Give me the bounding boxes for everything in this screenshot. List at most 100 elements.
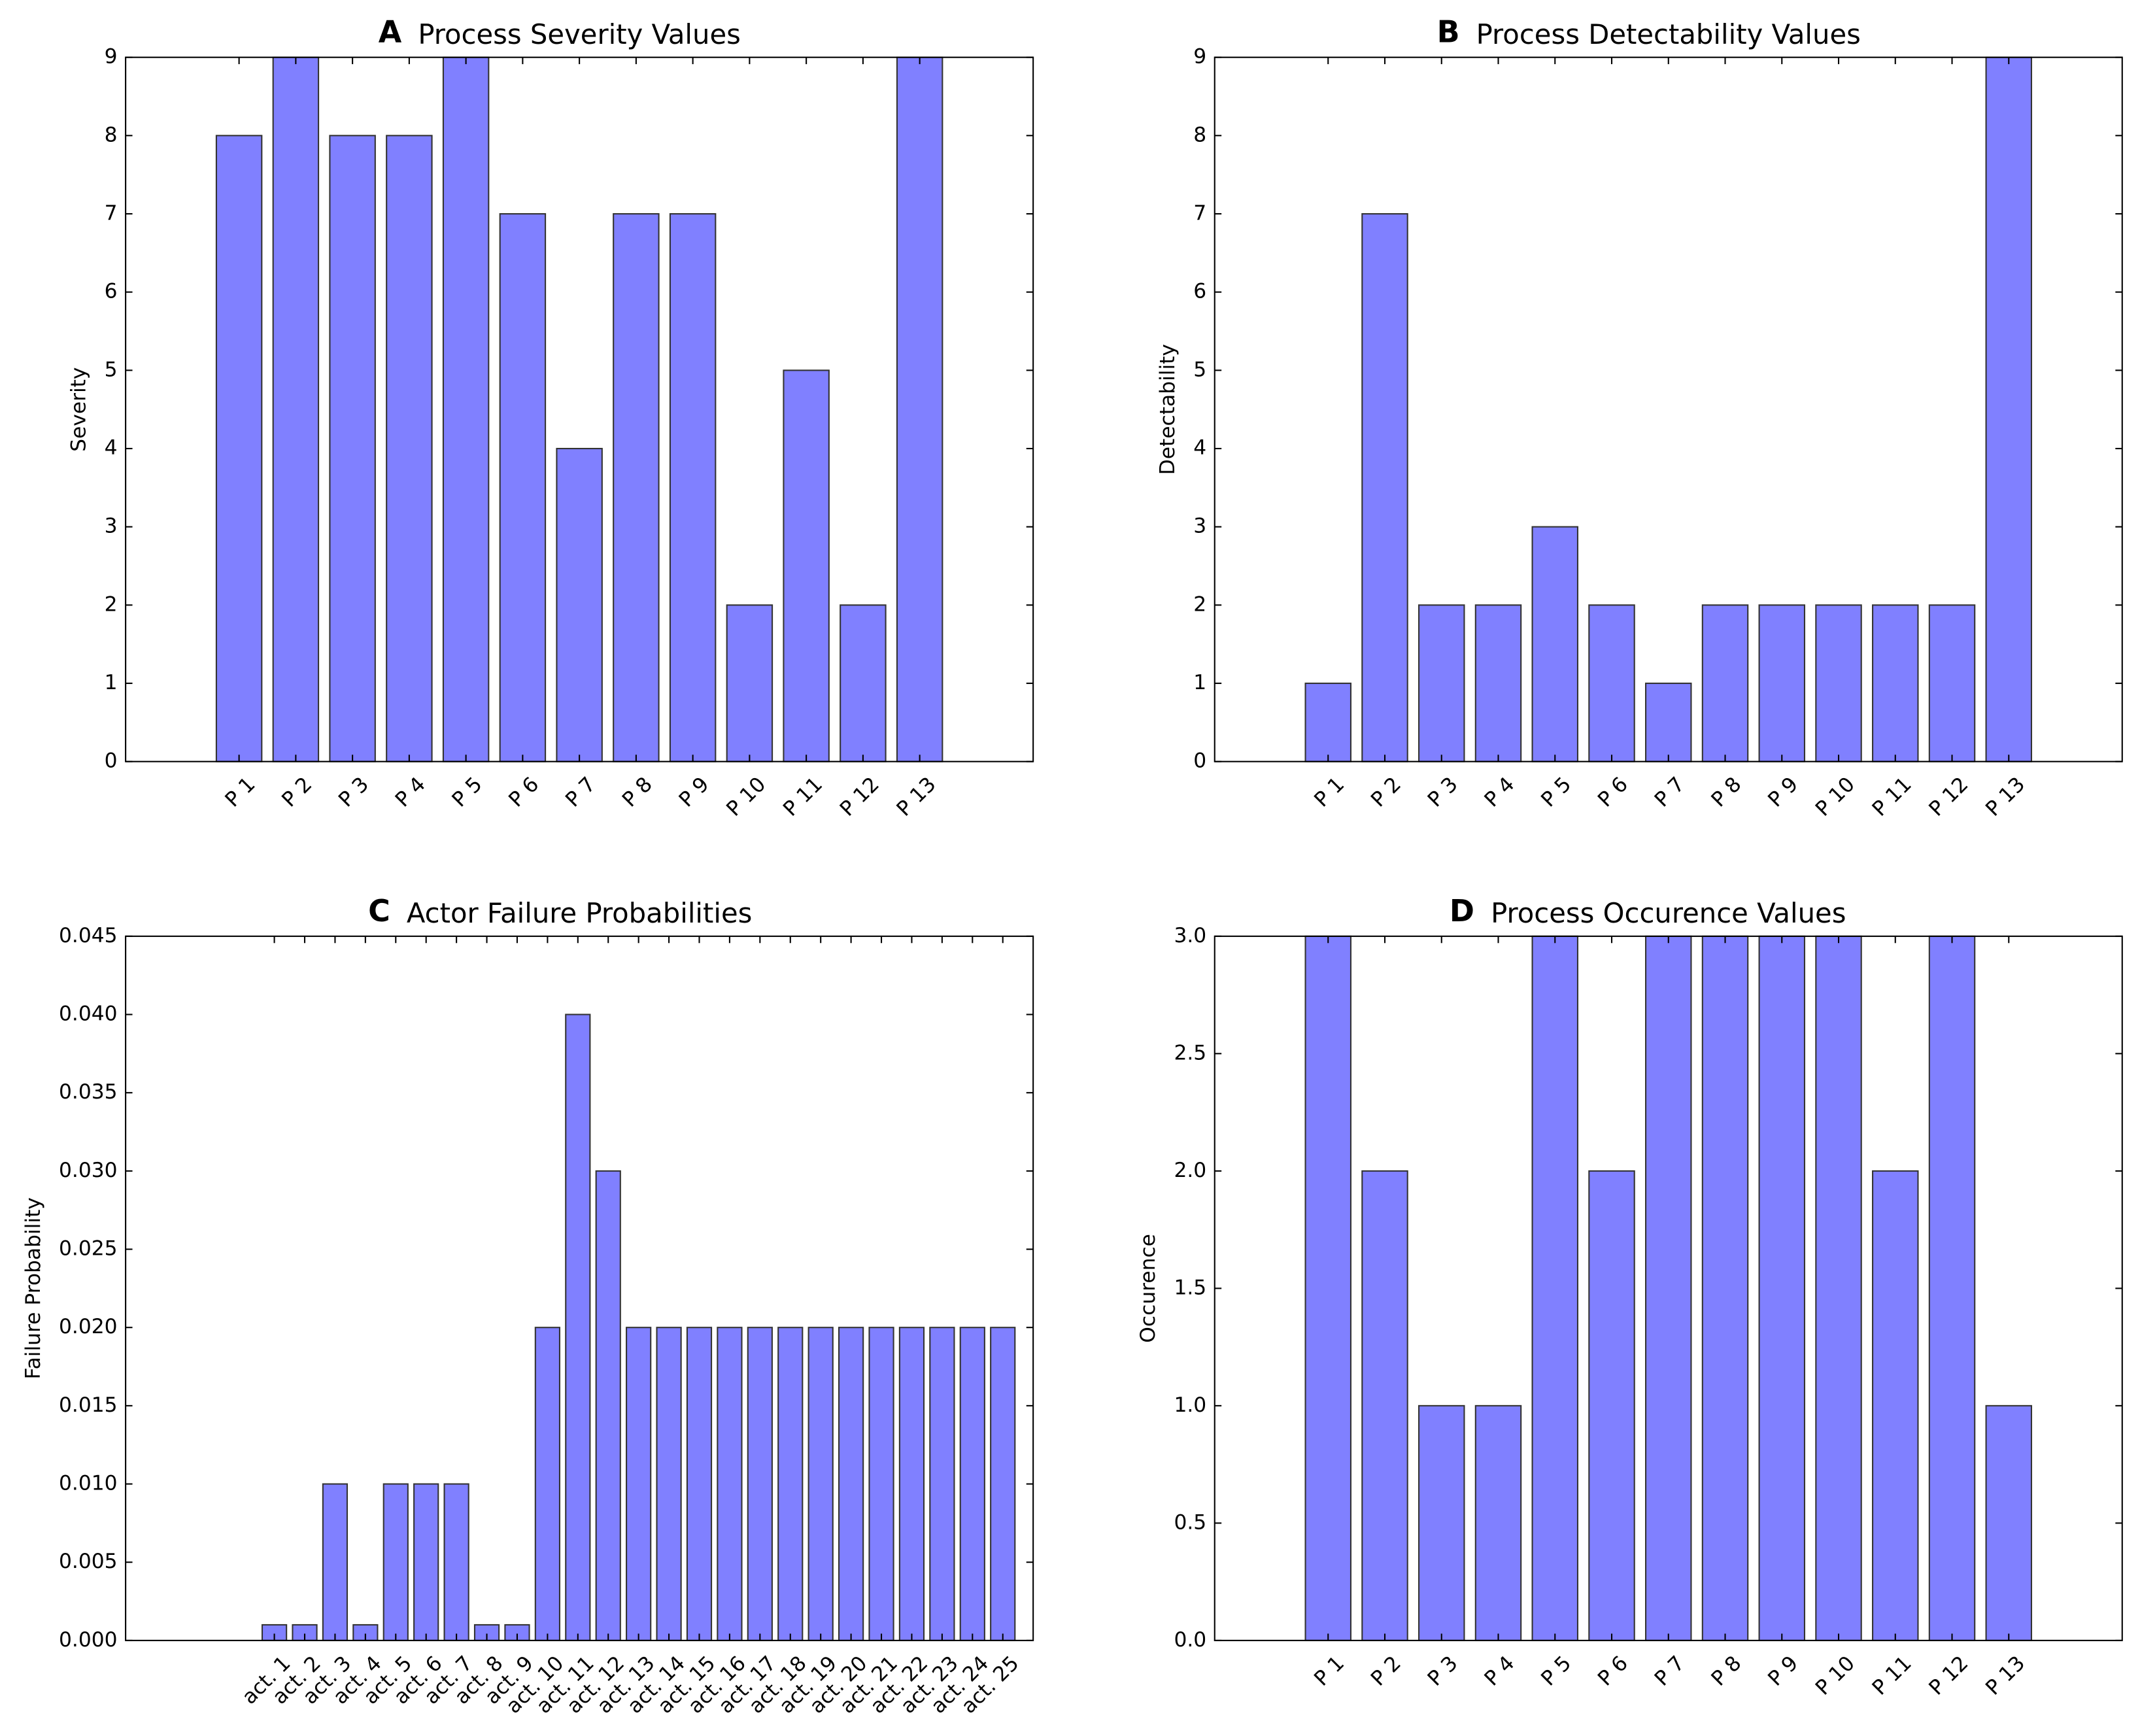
y-tick-label: 0.005 (59, 1550, 118, 1573)
bar (807, 1327, 834, 1641)
x-tick-label: P 1 (1310, 1652, 1349, 1691)
y-axis-label: Failure Probability (22, 1197, 45, 1379)
y-tick-label: 0.045 (59, 924, 118, 947)
bar (1758, 935, 1806, 1641)
y-tick-label: 1 (105, 671, 118, 694)
bar (613, 213, 660, 762)
x-tick-label: P 2 (1367, 773, 1406, 812)
bar (1645, 682, 1692, 762)
x-tick-label: P 2 (1367, 1652, 1406, 1691)
bar (1531, 526, 1579, 762)
y-tick-label: 0.0 (1174, 1628, 1206, 1652)
x-tick-label: P 12 (1924, 1652, 1973, 1700)
y-tick-label: 0.030 (59, 1159, 118, 1182)
y-tick-label: 7 (1193, 201, 1206, 225)
bar (556, 447, 603, 762)
y-tick-label: 0.040 (59, 1002, 118, 1026)
bar (1304, 682, 1351, 762)
y-tick-label: 5 (1193, 358, 1206, 381)
bar (1928, 604, 1976, 762)
y-tick-label: 0.010 (59, 1472, 118, 1495)
y-tick-label: 0.025 (59, 1237, 118, 1261)
bar (1985, 1404, 2033, 1641)
x-tick-label: P 4 (1480, 773, 1520, 812)
x-tick-label: P 4 (391, 773, 430, 812)
x-tick-label: P 6 (1593, 1652, 1633, 1691)
panel-label: C (368, 893, 390, 928)
bar (1418, 1404, 1465, 1641)
bar (329, 135, 376, 762)
bar (1928, 935, 1976, 1641)
x-tick-label: P 4 (1480, 1652, 1520, 1691)
chart-title: Process Detectability Values (1476, 18, 1861, 50)
x-tick-label: P 13 (1981, 1652, 2030, 1700)
y-tick-label: 7 (105, 201, 118, 225)
bar (1815, 604, 1862, 762)
bar (669, 213, 717, 762)
bar (1304, 935, 1351, 1641)
y-tick-label: 6 (105, 280, 118, 303)
bar (443, 1483, 469, 1641)
y-tick-label: 3.0 (1174, 924, 1206, 947)
x-tick-label: P 7 (1650, 773, 1690, 812)
bar (565, 1013, 591, 1641)
x-tick-label: P 12 (1924, 773, 1973, 821)
x-tick-label: P 1 (1310, 773, 1349, 812)
y-tick-label: 1.5 (1174, 1276, 1206, 1299)
y-tick-label: 0 (1193, 749, 1206, 773)
bar (1474, 1404, 1522, 1641)
bar (442, 56, 490, 762)
bar (1758, 604, 1806, 762)
bar (382, 1483, 409, 1641)
bar (840, 604, 887, 762)
y-tick-label: 2.5 (1174, 1041, 1206, 1064)
x-tick-label: P 3 (334, 773, 373, 812)
bar (1361, 213, 1408, 762)
chart-panel: 0.0 0.5 1.0 1.5 2.0 2.5 3.0 P 1 P 2 P 3 P 4 P 5 P 6 P… (1136, 893, 2123, 1700)
chart-title: Process Severity Values (418, 18, 741, 50)
bar (499, 213, 547, 762)
y-tick-label: 4 (105, 436, 118, 460)
bar (1815, 935, 1862, 1641)
x-tick-label: P 8 (1707, 773, 1746, 812)
bar (322, 1483, 348, 1641)
x-tick-label: P 7 (561, 773, 600, 812)
y-tick-label: 8 (1193, 123, 1206, 146)
x-tick-label: P 10 (1811, 773, 1860, 821)
x-tick-label: P 9 (675, 773, 714, 812)
x-tick-label: P 10 (1811, 1652, 1860, 1700)
x-tick-label: P 11 (1868, 1652, 1916, 1700)
bar (1872, 604, 1919, 762)
x-tick-label: P 11 (779, 773, 827, 821)
x-tick-label: P 6 (504, 773, 543, 812)
y-tick-label: 6 (1193, 280, 1206, 303)
y-axis-label: Severity (67, 367, 90, 452)
y-tick-label: 0.015 (59, 1393, 118, 1417)
bar (1531, 935, 1579, 1641)
bar (215, 135, 263, 762)
x-tick-label: P 5 (1537, 1652, 1576, 1691)
bar (868, 1327, 894, 1641)
y-tick-label: 9 (105, 45, 118, 69)
bar (1474, 604, 1522, 762)
y-tick-label: 3 (1193, 515, 1206, 538)
x-tick-label: P 2 (277, 773, 316, 812)
bar (1588, 604, 1635, 762)
bar (272, 56, 320, 762)
x-tick-label: P 9 (1763, 773, 1803, 812)
y-tick-label: 3 (105, 515, 118, 538)
bar (656, 1327, 682, 1641)
chart-title: Process Occurence Values (1491, 897, 1846, 929)
bar (898, 1327, 925, 1641)
y-tick-label: 2 (105, 592, 118, 616)
bar (1872, 1170, 1919, 1641)
bar (929, 1327, 955, 1641)
bar (626, 1327, 652, 1641)
panel-label: D (1450, 893, 1474, 928)
bar (1701, 604, 1749, 762)
x-tick-label: P 7 (1650, 1652, 1690, 1691)
